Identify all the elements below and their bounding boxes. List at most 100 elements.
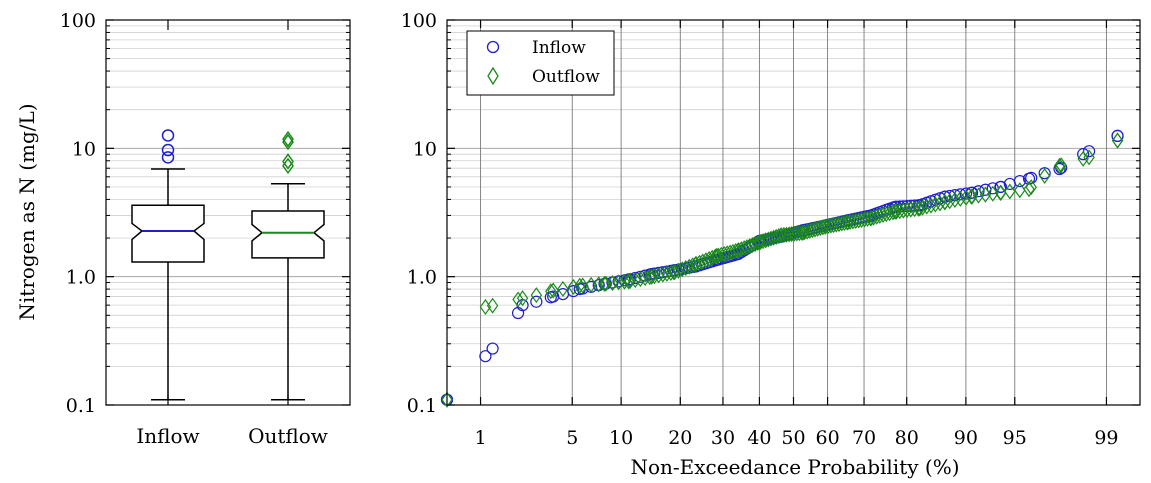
outflow-point <box>934 195 946 212</box>
inflow-point <box>486 342 499 355</box>
probability-x-tick-label: 40 <box>747 427 771 449</box>
boxplot-y-tick-label: 100 <box>60 10 96 32</box>
inflow-point <box>1053 162 1066 176</box>
inflow-point <box>1077 148 1090 161</box>
outflow-point <box>732 242 744 259</box>
probability-x-tick-label: 90 <box>954 427 978 449</box>
legend-marker-outflow-icon <box>487 66 499 86</box>
outflow-point <box>634 271 647 288</box>
boxplot-y-tick-label: 0.1 <box>66 395 96 417</box>
outflow-point <box>441 391 453 408</box>
outflow-point <box>676 261 688 278</box>
outflow-outlier <box>282 153 294 170</box>
boxplot-frame <box>105 19 351 406</box>
outflow-point <box>867 209 880 226</box>
outflow-point <box>1004 183 1016 200</box>
outflow-point <box>512 291 524 308</box>
outflow-point <box>545 283 557 300</box>
outflow-point <box>629 272 642 289</box>
boxplot-category-label-inflow: Inflow <box>136 424 199 448</box>
outflow-point <box>1023 181 1035 198</box>
probability-x-tick-label: 60 <box>815 427 839 449</box>
outflow-point <box>1083 149 1095 166</box>
outflow-point <box>700 252 712 269</box>
outflow-point <box>693 254 706 271</box>
probability-x-tick-label: 70 <box>852 427 876 449</box>
inflow-point <box>1111 129 1124 142</box>
probability-y-tick-label: 1.0 <box>407 267 437 289</box>
outflow-point <box>644 269 656 286</box>
outflow-point <box>925 197 937 214</box>
outflow-point <box>914 200 926 217</box>
outflow-point <box>683 258 696 275</box>
outflow-outlier <box>282 133 294 151</box>
outflow-point <box>567 278 580 296</box>
x-axis-label: Non-Exceedance Probability (%) <box>630 455 959 479</box>
boxplot-category-label-outflow: Outflow <box>248 424 328 448</box>
outflow-point <box>929 196 942 213</box>
outflow-point <box>842 214 854 231</box>
boxplot-y-tick-label: 1.0 <box>66 267 96 289</box>
outflow-point <box>965 188 978 205</box>
outflow-point <box>624 273 636 290</box>
outflow-point <box>672 262 685 279</box>
outflow-point <box>1111 132 1124 149</box>
outflow-point <box>622 273 635 290</box>
y-axis-label: Nitrogen as N (mg/L) <box>15 103 39 320</box>
outflow-point <box>576 277 589 294</box>
probability-markers <box>440 129 1124 408</box>
legend: Inflow Outflow <box>466 30 615 96</box>
inflow-point <box>994 180 1007 194</box>
probability-x-tick-label: 95 <box>1003 427 1027 449</box>
outflow-point <box>479 298 492 316</box>
inflow-point <box>1038 167 1051 180</box>
inflow-point <box>959 187 973 200</box>
outflow-point <box>706 249 718 266</box>
outflow-point <box>847 213 859 230</box>
probability-plot-panel: 0.1 1.0 10 100 1 5 10 20 30 40 50 60 70 80 90 95 99 Non-… <box>401 10 1141 479</box>
outflow-point <box>753 234 766 251</box>
outflow-point <box>639 270 651 287</box>
outflow-point <box>689 256 702 273</box>
outflow-point <box>1077 150 1089 167</box>
outflow-point <box>547 282 559 299</box>
inflow-box <box>131 204 205 263</box>
outflow-point <box>516 290 529 307</box>
legend-label-outflow: Outflow <box>532 67 600 87</box>
outflow-point <box>949 191 961 209</box>
outflow-point <box>686 257 699 274</box>
outflow-point <box>874 207 886 224</box>
probability-x-tick-label: 99 <box>1094 427 1118 449</box>
outflow-point <box>852 212 865 229</box>
outflow-point <box>1055 157 1067 174</box>
outflow-point <box>858 211 871 228</box>
outflow-box <box>251 210 325 259</box>
outflow-point <box>865 210 877 227</box>
outflow-point <box>1014 182 1026 199</box>
inflow-point <box>1013 174 1026 188</box>
outflow-point <box>486 297 499 314</box>
outflow-point <box>668 264 680 281</box>
outflow-point <box>889 203 901 220</box>
probability-y-tick-label: 100 <box>401 10 437 32</box>
outflow-point <box>1053 157 1066 174</box>
outflow-point <box>994 184 1007 201</box>
outflow-point <box>797 224 809 241</box>
outflow-point <box>646 268 658 285</box>
legend-label-inflow: Inflow <box>532 38 586 58</box>
outflow-outlier <box>282 130 294 148</box>
outflow-point <box>557 280 569 297</box>
probability-x-tick-label: 10 <box>609 427 633 449</box>
outflow-point <box>954 190 967 207</box>
outflow-point <box>844 213 856 230</box>
probability-y-tick-label: 0.1 <box>407 395 437 417</box>
probability-ticks: 0.1 1.0 10 100 1 5 10 20 30 40 50 60 70 80 90 95 99 <box>401 10 1140 449</box>
probability-x-tick-label: 50 <box>781 427 805 449</box>
outflow-point <box>598 275 611 292</box>
outflow-point <box>939 194 951 211</box>
inflow-point <box>965 186 978 199</box>
boxplot-marks <box>131 129 325 401</box>
outflow-point <box>710 247 723 264</box>
